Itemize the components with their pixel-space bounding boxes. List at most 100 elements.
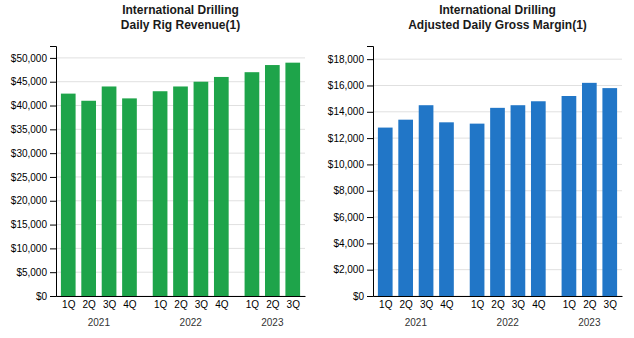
y-tick-label: $14,000 [328, 106, 365, 117]
y-tick: $30,000 [11, 148, 56, 159]
y-tick: $5,000 [16, 267, 56, 278]
x-tick-label: 3Q [195, 299, 209, 310]
y-tick-label: $35,000 [11, 124, 48, 135]
x-tick: 1Q [563, 299, 577, 310]
chart-title: International DrillingDaily Rig Revenue(… [121, 3, 240, 32]
y-tick-label: $16,000 [328, 80, 365, 91]
x-axis: 1Q 2Q 3Q 4Q 1Q 2Q 3Q 4Q 1Q 2Q 3Q [57, 297, 306, 311]
bar [470, 124, 485, 296]
x-group-label: 2021 [88, 317, 111, 328]
bar [153, 91, 168, 296]
x-tick: 2Q [583, 299, 597, 310]
chart-panel: $0 $5,000 $10,000 $15,000 $20,000 $25,000 $30,… [11, 3, 306, 328]
bars [61, 63, 300, 296]
y-tick-mark [367, 85, 373, 86]
y-tick: $4,000 [333, 238, 373, 249]
y-tick-mark [50, 106, 56, 107]
y-tick-mark [50, 153, 56, 154]
y-tick-label: $6,000 [333, 212, 364, 223]
x-tick-label: 2Q [583, 299, 597, 310]
y-tick-mark [50, 272, 56, 273]
x-tick-label: 3Q [103, 299, 117, 310]
x-tick-label: 4Q [215, 299, 229, 310]
y-tick-mark [367, 138, 373, 139]
y-tick-mark [367, 270, 373, 271]
x-group-label: 2022 [497, 317, 520, 328]
y-axis-line [50, 47, 57, 297]
y-tick: $20,000 [11, 195, 56, 206]
chart-canvas: $0 $5,000 $10,000 $15,000 $20,000 $25,000 $30,… [0, 0, 634, 338]
y-tick-label: $10,000 [11, 243, 48, 254]
x-tick: 2Q [491, 299, 505, 310]
y-tick-label: $25,000 [11, 172, 48, 183]
y-tick-mark [367, 243, 373, 244]
y-tick: $0 [36, 291, 56, 302]
x-tick: 2Q [266, 299, 280, 310]
grid-line [56, 57, 305, 58]
y-tick: $15,000 [11, 219, 56, 230]
x-tick: 4Q [440, 299, 454, 310]
y-axis-line [367, 47, 374, 297]
y-tick: $16,000 [328, 80, 373, 91]
bar [285, 63, 300, 296]
x-tick: 3Q [287, 299, 301, 310]
bar [194, 82, 209, 296]
x-group-labels: 202120222023 [88, 317, 284, 328]
x-tick: 1Q [62, 299, 76, 310]
grid [56, 58, 305, 296]
x-group-labels: 202120222023 [405, 317, 601, 328]
grid-line [373, 59, 622, 60]
chart-title-line: International Drilling [122, 3, 239, 17]
x-axis-line [57, 296, 306, 297]
y-tick-label: $18,000 [328, 54, 365, 65]
bar [122, 98, 137, 296]
x-tick: 1Q [246, 299, 260, 310]
y-tick: $10,000 [328, 159, 373, 170]
x-tick-label: 2Q [491, 299, 505, 310]
y-tick-mark [50, 177, 56, 178]
x-tick: 3Q [512, 299, 526, 310]
x-tick-label: 4Q [123, 299, 137, 310]
bar [419, 105, 434, 296]
grid [373, 59, 622, 296]
x-tick-label: 1Q [471, 299, 485, 310]
bar [490, 108, 505, 296]
x-group-label: 2023 [578, 317, 601, 328]
x-axis-line [374, 296, 623, 297]
y-tick: $25,000 [11, 172, 56, 183]
x-tick: 3Q [103, 299, 117, 310]
y-tick: $18,000 [328, 54, 373, 65]
x-tick: 1Q [154, 299, 168, 310]
x-tick: 3Q [604, 299, 618, 310]
x-tick-label: 1Q [246, 299, 260, 310]
x-tick-label: 2Q [174, 299, 188, 310]
x-tick-label: 2Q [266, 299, 280, 310]
chart-panel: $0 $2,000 $4,000 $6,000 $8,000 $10,000 $12,000… [328, 3, 623, 328]
y-tick-label: $4,000 [333, 238, 364, 249]
y-tick-mark [367, 191, 373, 192]
y-tick: $12,000 [328, 133, 373, 144]
y-tick: $50,000 [11, 53, 56, 64]
y-tick-mark [50, 82, 56, 83]
bar [102, 86, 117, 296]
y-tick: $8,000 [333, 185, 373, 196]
y-tick-label: $45,000 [11, 76, 48, 87]
x-tick-label: 3Q [287, 299, 301, 310]
y-tick-mark [50, 225, 56, 226]
x-tick: 2Q [82, 299, 96, 310]
y-tick-label: $20,000 [11, 195, 48, 206]
y-tick-label: $40,000 [11, 100, 48, 111]
bar [173, 86, 188, 296]
y-tick: $0 [353, 291, 373, 302]
y-tick-label: $12,000 [328, 133, 365, 144]
x-tick: 3Q [420, 299, 434, 310]
y-tick-label: $2,000 [333, 264, 364, 275]
y-tick-label: $50,000 [11, 53, 48, 64]
x-tick: 2Q [174, 299, 188, 310]
x-group-label: 2022 [180, 317, 203, 328]
y-tick-label: $8,000 [333, 185, 364, 196]
chart-title: International DrillingAdjusted Daily Gro… [408, 3, 587, 32]
bar [439, 122, 454, 296]
bar [378, 128, 393, 296]
bar [81, 101, 96, 296]
